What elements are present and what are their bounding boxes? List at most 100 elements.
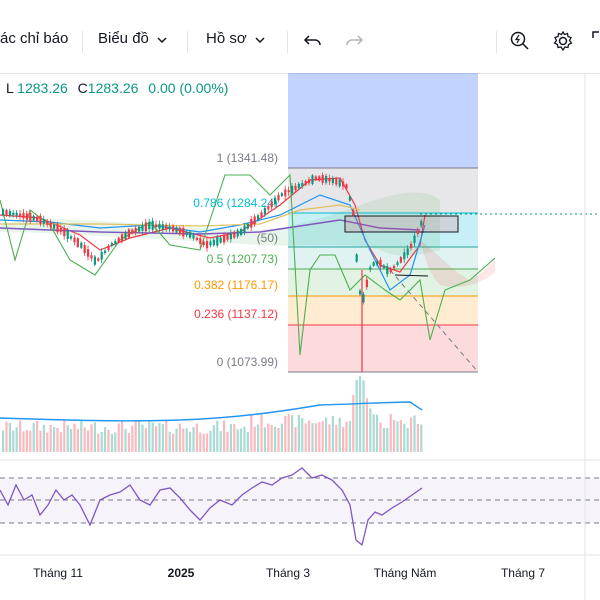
volume-bar (260, 414, 263, 452)
volume-bar (321, 420, 324, 452)
candle (25, 213, 28, 220)
candle (403, 252, 406, 260)
volume-bar (46, 432, 49, 452)
candle (70, 236, 73, 239)
fib-label-1: 1 (1341.48) (217, 151, 278, 165)
redo-button[interactable] (340, 27, 368, 55)
candle (199, 238, 202, 245)
chart-type-button[interactable]: Biểu đồ (98, 24, 167, 52)
volume-bar (284, 415, 287, 452)
volume-bar (158, 423, 161, 452)
candle (76, 238, 79, 247)
fullscreen-button[interactable] (588, 27, 600, 55)
volume-bar (209, 430, 212, 452)
volume-bar (297, 414, 300, 452)
volume-bar (138, 421, 141, 452)
volume-bar (216, 420, 219, 452)
volume-bar (144, 428, 147, 452)
candle (311, 175, 314, 184)
volume-bar (413, 415, 416, 452)
volume-bar (338, 417, 341, 452)
volume-bar (236, 429, 239, 452)
change-value: 0.00 (0.00%) (148, 80, 229, 96)
fib-label-0382: 0.382 (1176.17) (194, 278, 278, 292)
quick-search-button[interactable] (506, 27, 534, 55)
rsi-line (0, 467, 423, 547)
volume-bar (318, 422, 321, 452)
volume-bar (141, 424, 144, 452)
candle (148, 222, 151, 230)
volume-bar (287, 414, 290, 452)
candle (175, 227, 178, 233)
volume-bar (372, 414, 375, 452)
volume-bar (49, 424, 52, 452)
candle (236, 230, 239, 237)
fib-label-05: 0.5 (1207.73) (207, 252, 278, 266)
undo-button[interactable] (299, 27, 327, 55)
candle (216, 236, 219, 246)
candle (294, 185, 297, 190)
candle (223, 235, 226, 243)
volume-bar (131, 425, 134, 452)
candles-group (2, 172, 423, 372)
candle (144, 222, 147, 232)
candle (93, 256, 96, 265)
candle (165, 224, 168, 230)
volume-bar (311, 423, 314, 452)
volume-bar (263, 427, 266, 452)
candle (161, 224, 164, 230)
close-value: 1283.26 (87, 80, 139, 96)
candle (12, 212, 15, 216)
volume-bar (195, 423, 198, 452)
candle (155, 224, 158, 228)
indicators-button[interactable]: ác chỉ báo (0, 24, 68, 52)
volume-bar (277, 427, 280, 452)
volume-bar (226, 431, 229, 452)
volume-bar (39, 430, 42, 452)
candle (308, 179, 311, 184)
ma-yellow-line (0, 204, 361, 227)
fib-label-0236: 0.236 (1137.12) (194, 307, 278, 321)
top-toolbar: ác chỉ báo Biểu đồ Hồ sơ (0, 0, 600, 74)
candle (399, 257, 402, 263)
settings-button[interactable] (549, 27, 577, 55)
candle (209, 241, 212, 246)
volume-bar (192, 426, 195, 452)
candle (5, 210, 8, 216)
candle (29, 212, 32, 222)
candle (274, 197, 277, 205)
fib-zone (288, 168, 478, 213)
candle (73, 237, 76, 243)
volume-bar (331, 415, 334, 452)
candle (372, 262, 375, 266)
candle (325, 175, 328, 183)
volume-bar (416, 423, 419, 452)
candle (379, 259, 382, 267)
profile-button[interactable]: Hồ sơ (206, 24, 265, 52)
volume-bar (90, 424, 93, 452)
low-label: L (6, 80, 14, 96)
volume-bar (379, 422, 382, 452)
volume-bar (399, 420, 402, 452)
candle (396, 262, 399, 266)
candle (56, 224, 59, 233)
candle (280, 193, 283, 196)
candle (243, 225, 246, 233)
profile-label: Hồ sơ (206, 29, 247, 47)
volume-bar (161, 423, 164, 452)
volume-bar (219, 431, 222, 452)
zone-rectangle (344, 215, 459, 233)
candle (287, 190, 290, 193)
candle (260, 212, 263, 217)
volume-bar (93, 422, 96, 452)
candle (359, 290, 362, 295)
volume-bar (325, 417, 328, 452)
volume-bar (240, 428, 243, 452)
candle (270, 201, 273, 208)
candle (382, 265, 385, 269)
volume-bar (294, 427, 297, 452)
volume-bar (165, 420, 168, 452)
candle (338, 179, 341, 187)
candle (83, 245, 86, 254)
volume-bar (73, 423, 76, 452)
